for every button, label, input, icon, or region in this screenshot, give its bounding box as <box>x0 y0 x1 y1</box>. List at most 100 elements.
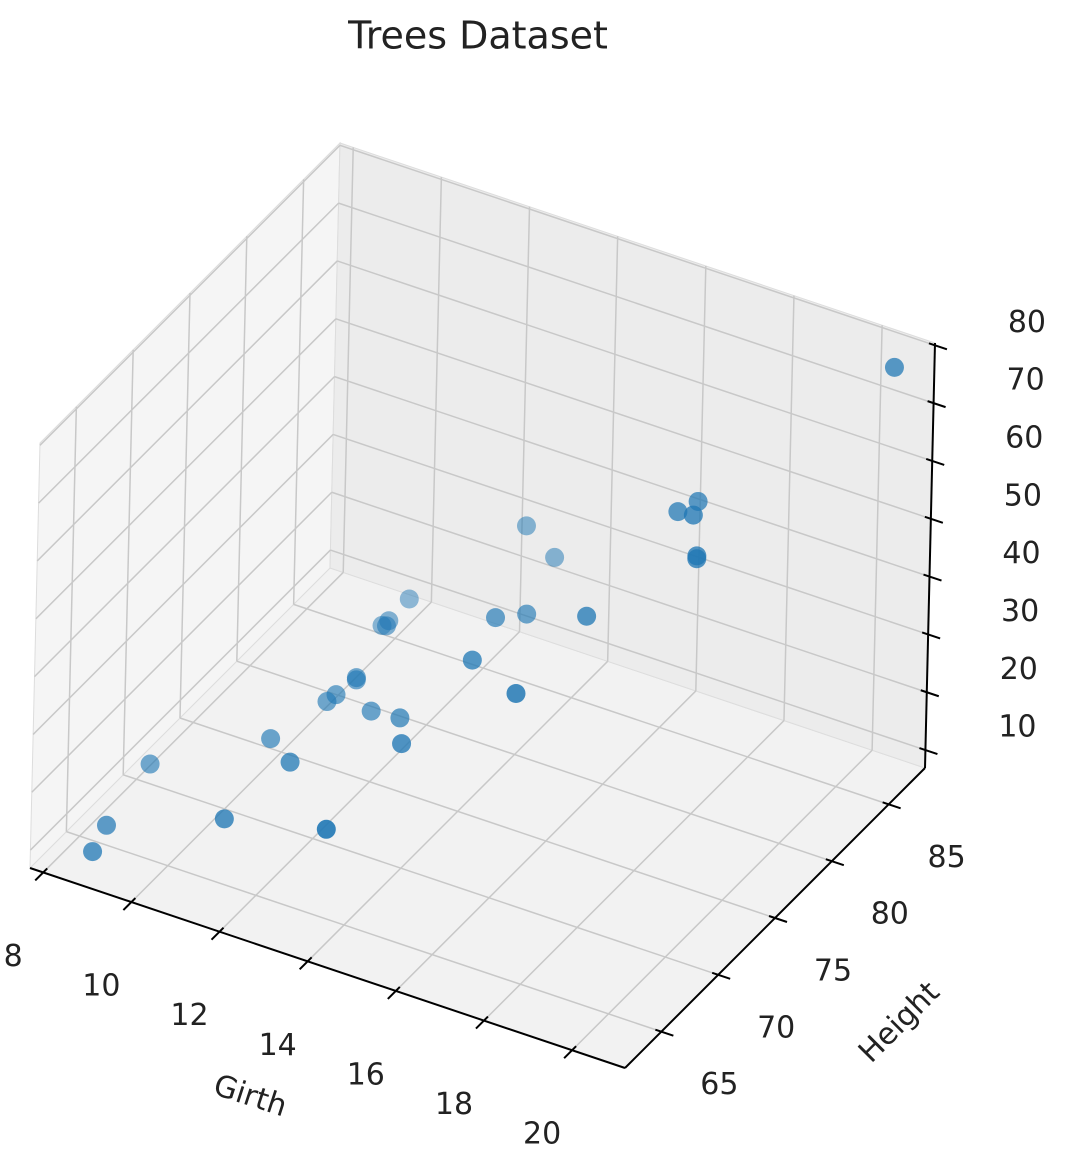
z-tick-label: 60 <box>1005 420 1043 455</box>
x-axis <box>29 867 626 1069</box>
tick-mark <box>924 515 944 524</box>
data-point <box>516 516 536 536</box>
grid-line <box>38 202 340 504</box>
data-point <box>83 842 103 862</box>
data-point <box>261 729 281 749</box>
grid-line <box>35 318 337 620</box>
data-point <box>316 819 336 839</box>
tick-mark <box>920 689 940 698</box>
grid-line <box>292 179 305 605</box>
y-axis-label: Height <box>852 975 947 1070</box>
tick-mark <box>711 971 731 980</box>
data-point <box>214 809 234 829</box>
tick-mark <box>882 801 901 810</box>
data-point <box>462 650 482 670</box>
y-axis <box>624 767 926 1069</box>
tick-mark <box>919 747 938 756</box>
grid-line <box>293 603 889 806</box>
grid-line <box>342 147 354 573</box>
data-point <box>506 683 526 703</box>
grid-line <box>336 260 933 462</box>
data-point <box>96 815 116 835</box>
z-tick-label: 10 <box>998 710 1036 745</box>
z-tick-label: 30 <box>1001 594 1039 629</box>
x-tick-label: 20 <box>523 1117 561 1152</box>
z-tick-label: 50 <box>1004 478 1042 513</box>
data-point <box>346 668 366 688</box>
tick-mark <box>921 631 941 640</box>
data-point <box>390 708 410 728</box>
data-point <box>884 357 904 377</box>
tick-mark <box>655 1028 674 1037</box>
grid-line <box>430 177 443 603</box>
x-axis-label: Girth <box>209 1068 291 1124</box>
x-tick-label: 18 <box>435 1087 473 1122</box>
grid-line <box>122 774 719 976</box>
data-point <box>399 589 419 609</box>
tick-mark <box>122 897 137 911</box>
grid-line <box>179 717 776 919</box>
data-point <box>517 604 537 624</box>
data-point <box>577 606 597 626</box>
grid-line <box>39 144 341 446</box>
grid-line <box>236 236 248 662</box>
grid-line <box>871 325 883 751</box>
data-point <box>683 505 703 525</box>
tick-mark <box>34 867 48 882</box>
grid-line <box>36 260 338 562</box>
tick-mark <box>387 986 401 1000</box>
grid-line <box>338 202 934 404</box>
tick-mark <box>927 400 946 409</box>
tick-mark <box>298 956 313 971</box>
grid-line <box>606 236 619 662</box>
data-point <box>376 616 396 636</box>
x-tick-label: 8 <box>4 939 23 974</box>
tick-mark <box>825 858 845 867</box>
grid-line <box>330 549 926 751</box>
grid-line <box>331 491 928 693</box>
z-tick-label: 20 <box>1000 652 1038 687</box>
data-point <box>140 754 160 774</box>
grid-line <box>66 830 662 1033</box>
data-point <box>392 734 412 754</box>
grid-line <box>332 433 929 636</box>
x-tick-label: 12 <box>170 998 208 1033</box>
grid-line <box>32 433 334 735</box>
grid-line <box>339 144 936 347</box>
data-point <box>280 752 300 772</box>
tick-mark <box>923 573 942 582</box>
data-point <box>361 701 381 721</box>
tick-mark <box>925 458 945 466</box>
data-point <box>668 502 688 522</box>
y-tick-label: 75 <box>814 954 852 989</box>
grid-line <box>334 375 930 578</box>
tick-mark <box>928 342 948 351</box>
z-tick-label: 80 <box>1008 305 1046 340</box>
y-tick-label: 70 <box>757 1010 795 1045</box>
tick-mark <box>768 915 788 923</box>
grid-line <box>335 318 932 520</box>
y-tick-label: 80 <box>871 897 909 932</box>
z-axis <box>924 342 936 769</box>
grid-line <box>33 376 336 678</box>
grid-line <box>122 349 134 775</box>
x-tick-label: 16 <box>347 1057 385 1092</box>
grid-line <box>695 265 707 691</box>
z-tick-label: 70 <box>1006 363 1044 398</box>
grid-line <box>518 206 531 632</box>
z-tick-label: 40 <box>1002 536 1040 571</box>
grid-line <box>29 549 331 851</box>
chart-title: Trees Dataset <box>347 14 608 58</box>
x-tick-label: 14 <box>259 1028 297 1063</box>
x-tick-label: 10 <box>82 969 120 1004</box>
data-point <box>545 547 565 567</box>
data-point <box>486 608 506 628</box>
tick-mark <box>475 1015 489 1030</box>
grid-line <box>179 292 191 719</box>
grid-line <box>31 491 333 793</box>
grid-line <box>65 406 78 832</box>
data-point <box>687 549 707 569</box>
data-point <box>326 685 346 705</box>
tick-mark <box>563 1045 577 1059</box>
